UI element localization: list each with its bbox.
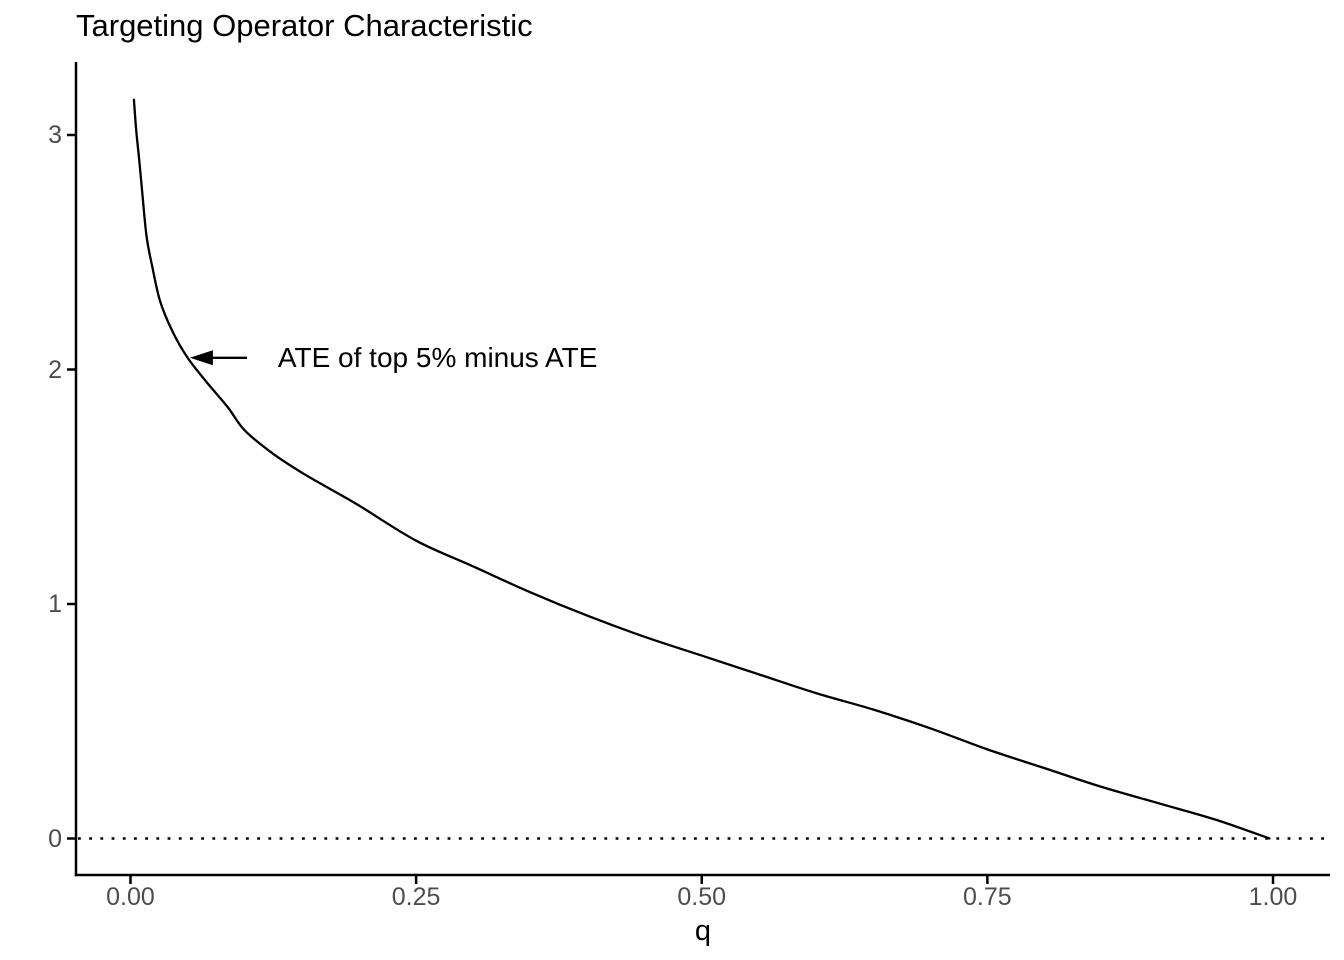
x-axis-title: q [694, 915, 712, 947]
y-tick-label: 0 [48, 824, 62, 853]
annotation-label: ATE of top 5% minus ATE [277, 341, 598, 373]
x-tick-label: 0.75 [963, 883, 1012, 911]
y-tick-label: 1 [48, 590, 62, 618]
x-tick-label: 0.25 [391, 883, 441, 911]
x-tick-label: 0.00 [106, 883, 155, 911]
y-tick-label: 2 [48, 355, 62, 384]
annotation-arrowhead-icon [189, 350, 213, 366]
y-tick-label: 3 [48, 121, 62, 149]
toc-curve [132, 98, 1271, 840]
x-tick-label: 1.00 [1248, 883, 1298, 911]
chart-title: Targeting Operator Characteristic [76, 8, 533, 43]
x-tick-label: 0.50 [677, 883, 727, 911]
